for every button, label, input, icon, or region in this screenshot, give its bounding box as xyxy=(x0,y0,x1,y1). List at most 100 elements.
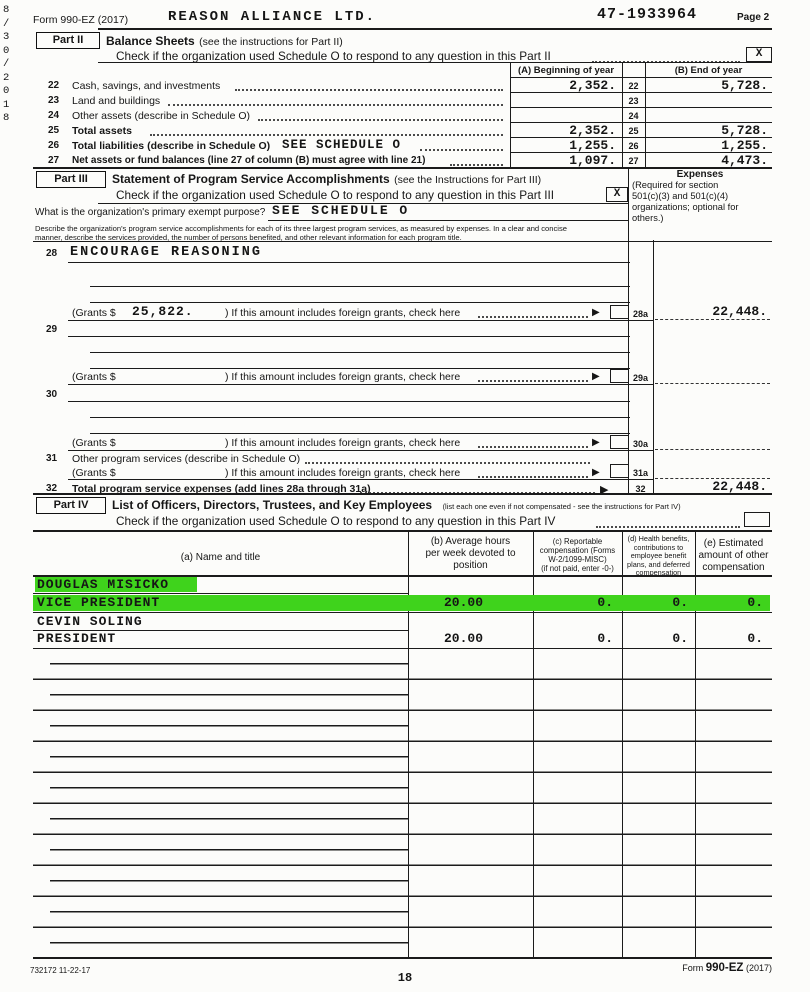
line29-blank1 xyxy=(68,336,630,338)
officers-col-b-header: (b) Average hours per week devoted to po… xyxy=(425,536,516,571)
officers-col-c-header: (c) Reportable compensation (Forms W-2/1… xyxy=(539,537,616,573)
line25-rownum-box: 25 xyxy=(628,126,639,136)
line23-bottom xyxy=(510,107,772,109)
line28-grants-underline xyxy=(68,320,653,322)
officers-col-e-header: (e) Estimated amount of other compensati… xyxy=(698,538,769,573)
line26-rownum-box: 26 xyxy=(628,141,639,151)
line26-beginning-value: 1,255. xyxy=(569,138,616,153)
line32-total-expenses: 22,448. xyxy=(712,479,767,494)
officer2-name-underline xyxy=(33,629,408,631)
part4-title-note: (list each one even if not compensated -… xyxy=(442,502,681,511)
line28-grants-leader xyxy=(478,309,588,318)
part4-tab: Part IV xyxy=(36,497,106,514)
describe-instructions-line1: Describe the organization's program serv… xyxy=(35,224,567,233)
line25-leader xyxy=(150,127,503,136)
line25-number: 25 xyxy=(48,125,60,136)
highlight-officer1-row xyxy=(33,594,770,611)
line22-rownum-box: 22 xyxy=(628,81,639,91)
empty-rows-bottom-lines xyxy=(33,649,772,958)
officers-header-bottom xyxy=(33,575,772,577)
line32-number: 32 xyxy=(46,483,58,494)
line28a-ref: 28a xyxy=(632,309,649,319)
line31-leader xyxy=(305,455,590,464)
part3-top-rule xyxy=(33,167,772,169)
line24-bottom xyxy=(510,122,772,124)
line28-grants-label: (Grants $ xyxy=(72,307,116,319)
form-number-label: Form 990-EZ (2017) xyxy=(33,14,129,26)
line28a-amount-underline xyxy=(655,319,770,320)
line31-foreign-grants-checkbox xyxy=(610,464,629,478)
line22-beginning-value: 2,352. xyxy=(569,78,616,93)
line29-grants-underline xyxy=(68,384,653,386)
officer1-row-bottom xyxy=(33,611,772,613)
officer2-name: CEVIN SOLING xyxy=(37,613,143,629)
line26-leader xyxy=(420,142,503,151)
line29-grants-label: (Grants $ xyxy=(72,371,116,383)
officer1-name-underline xyxy=(33,593,408,595)
line28-grants-suffix: ) If this amount includes foreign grants… xyxy=(225,307,461,319)
line31-grants-label: (Grants $ xyxy=(72,467,116,479)
line29-blank3 xyxy=(90,368,630,370)
line28-program-text: ENCOURAGE REASONING xyxy=(70,245,262,260)
part2-title-note: (see the instructions for Part II) xyxy=(199,36,343,48)
header-rule xyxy=(98,28,772,31)
line27-rownum-box: 27 xyxy=(628,156,639,166)
describe-instructions-line2: manner, describe the services provided, … xyxy=(35,233,462,242)
part3-right-col-line xyxy=(628,167,630,493)
line28-foreign-grants-checkbox xyxy=(610,305,629,319)
part2-check-underline xyxy=(98,62,772,64)
line27-number: 27 xyxy=(48,155,60,166)
balance-col-b-header: (B) End of year xyxy=(674,65,743,76)
line26-label: Total liabilities (describe in Schedule … xyxy=(72,140,271,152)
officer2-title: PRESIDENT xyxy=(37,631,117,646)
line26-see-schedule-o: SEE SCHEDULE O xyxy=(282,138,402,152)
line32-label: Total program service expenses (add line… xyxy=(72,483,371,495)
line30a-ref: 30a xyxy=(632,439,649,449)
part2-check-text: Check if the organization used Schedule … xyxy=(116,49,551,63)
part3-ref-col-line xyxy=(653,240,655,493)
balance-col-line-3 xyxy=(645,62,647,167)
line31-grants-leader xyxy=(478,469,588,478)
balance-col-line-1 xyxy=(510,62,512,167)
line29-grants-leader xyxy=(478,373,588,382)
part3-title-note: (see the Instructions for Part III) xyxy=(394,174,542,186)
part4-top-rule xyxy=(33,493,772,495)
line26-bottom xyxy=(510,152,772,154)
balance-header-underline xyxy=(510,77,772,79)
line29a-amount-underline xyxy=(655,383,770,384)
line29a-ref: 29a xyxy=(632,373,649,383)
line29-number: 29 xyxy=(46,324,58,335)
line31-arrow-icon: ▶ xyxy=(592,467,600,478)
line28-blank2 xyxy=(90,302,630,304)
line31-number: 31 xyxy=(46,453,58,464)
line31-grants-suffix: ) If this amount includes foreign grants… xyxy=(225,467,461,479)
line29-grants-suffix: ) If this amount includes foreign grants… xyxy=(225,371,461,383)
part3-body-top-rule xyxy=(33,241,772,243)
part2-tab: Part II xyxy=(36,32,100,49)
line28-text-underline xyxy=(68,262,630,264)
officer1-other-comp: 0. xyxy=(747,595,763,610)
line22-label: Cash, savings, and investments xyxy=(72,80,221,92)
line32-arrow-icon: ▶ xyxy=(600,484,609,496)
line23-number: 23 xyxy=(48,95,60,106)
line28a-expense-amount: 22,448. xyxy=(712,304,767,319)
line30-foreign-grants-checkbox xyxy=(610,435,629,449)
part2-title: Balance Sheets (see the instructions for… xyxy=(106,32,343,50)
footer-form-prefix: Form xyxy=(682,963,704,973)
line24-rownum-box: 24 xyxy=(628,111,639,121)
line25-label: Total assets xyxy=(72,125,132,137)
officers-col-d-header: (d) Health benefits, contributions to em… xyxy=(627,534,690,578)
part3-check-text: Check if the organization used Schedule … xyxy=(116,188,555,202)
line30-blank3 xyxy=(90,433,630,435)
line27-leader xyxy=(450,157,503,166)
officer2-other-comp: 0. xyxy=(747,631,763,646)
line27-end-value: 4,473. xyxy=(721,153,768,168)
line24-label: Other assets (describe in Schedule O) xyxy=(72,110,250,122)
line22-end-value: 5,728. xyxy=(721,78,768,93)
line23-rownum-box: 23 xyxy=(628,96,639,106)
line25-beginning-value: 2,352. xyxy=(569,123,616,138)
officer1-compensation: 0. xyxy=(597,595,613,610)
line31a-ref: 31a xyxy=(632,468,649,478)
line31-label: Other program services (describe in Sche… xyxy=(72,453,301,465)
